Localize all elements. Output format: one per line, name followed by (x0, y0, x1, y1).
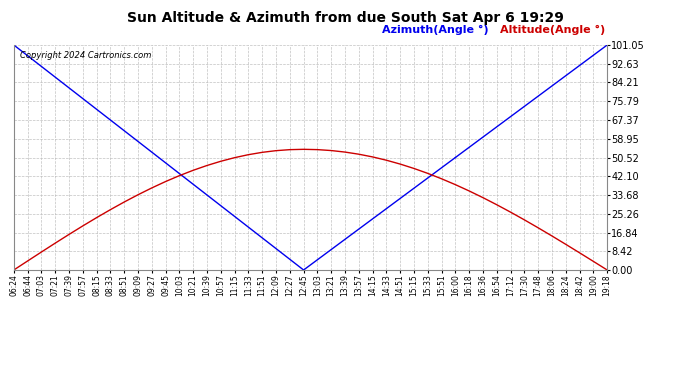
Text: Altitude(Angle °): Altitude(Angle °) (500, 26, 606, 35)
Text: Azimuth(Angle °): Azimuth(Angle °) (382, 26, 489, 35)
Text: Copyright 2024 Cartronics.com: Copyright 2024 Cartronics.com (20, 51, 151, 60)
Text: Sun Altitude & Azimuth from due South Sat Apr 6 19:29: Sun Altitude & Azimuth from due South Sa… (126, 11, 564, 25)
